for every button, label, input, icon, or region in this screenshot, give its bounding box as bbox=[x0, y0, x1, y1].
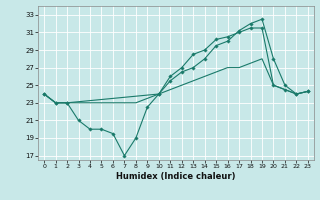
X-axis label: Humidex (Indice chaleur): Humidex (Indice chaleur) bbox=[116, 172, 236, 181]
